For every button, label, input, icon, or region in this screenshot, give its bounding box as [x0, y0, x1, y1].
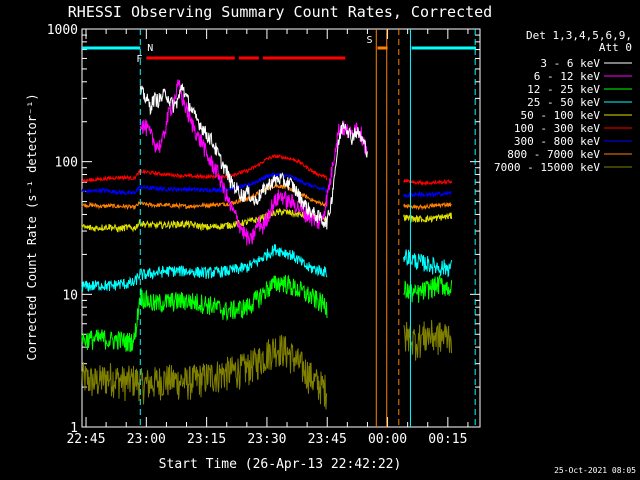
chart-title: RHESSI Observing Summary Count Rates, Co… [68, 3, 492, 21]
legend-label: 6 - 12 keV [534, 70, 601, 83]
legend-label: 100 - 300 keV [514, 122, 600, 135]
legend-header: Att 0 [599, 41, 632, 54]
x-axis-label: Start Time (26-Apr-13 22:42:22) [159, 457, 402, 472]
y-tick-label: 1000 [47, 23, 78, 38]
legend-label: 300 - 800 keV [514, 135, 600, 148]
y-tick-label: 100 [55, 156, 78, 171]
y-axis-label: Corrected Count Rate (s⁻¹ detector⁻¹) [25, 93, 39, 360]
legend-header: Det 1,3,4,5,6,9, [526, 29, 632, 42]
post-gap-line [403, 201, 452, 211]
series-line [82, 153, 328, 183]
legend-label: 800 - 7000 keV [507, 148, 600, 161]
x-tick-label: 00:00 [368, 432, 407, 447]
x-tick-label: 00:15 [428, 432, 467, 447]
legend-label: 25 - 50 keV [527, 96, 600, 109]
series-line [81, 244, 328, 293]
legend-label: 50 - 100 keV [521, 109, 601, 122]
series-line [139, 83, 368, 230]
x-tick-label: 23:15 [187, 432, 226, 447]
x-tick-label: 23:30 [247, 432, 286, 447]
series-line [81, 334, 328, 410]
post-gap-line [403, 190, 452, 199]
series-line [81, 207, 328, 233]
post-gap-line [403, 275, 453, 303]
plot-area: 22:45 23:00 23:15 23:30 23:45 00:00 00:15 1 10 10… [47, 23, 481, 447]
x-tick-label: 22:45 [66, 432, 105, 447]
y-tick-label: 10 [62, 288, 78, 303]
flag-label: N [147, 43, 153, 54]
series-line [139, 79, 368, 246]
legend-label: 7000 - 15000 keV [494, 161, 600, 174]
y-tick-label: 1 [70, 421, 78, 436]
post-gap-line [403, 212, 453, 223]
series-line [81, 274, 328, 353]
flag-label: F [136, 54, 142, 65]
series-line [81, 172, 328, 196]
series-line [81, 182, 328, 211]
x-tick-label: 23:00 [127, 432, 166, 447]
post-gap-line [403, 249, 453, 278]
legend-label: 12 - 25 keV [527, 83, 600, 96]
x-tick-label: 23:45 [308, 432, 347, 447]
flag-label: S [366, 35, 372, 46]
footer-date: 25-Oct-2021 08:05 [554, 466, 636, 475]
post-gap-line [403, 179, 453, 187]
post-gap-line [403, 319, 453, 361]
legend-label: 3 - 6 keV [540, 57, 600, 70]
plot-frame [81, 28, 481, 428]
